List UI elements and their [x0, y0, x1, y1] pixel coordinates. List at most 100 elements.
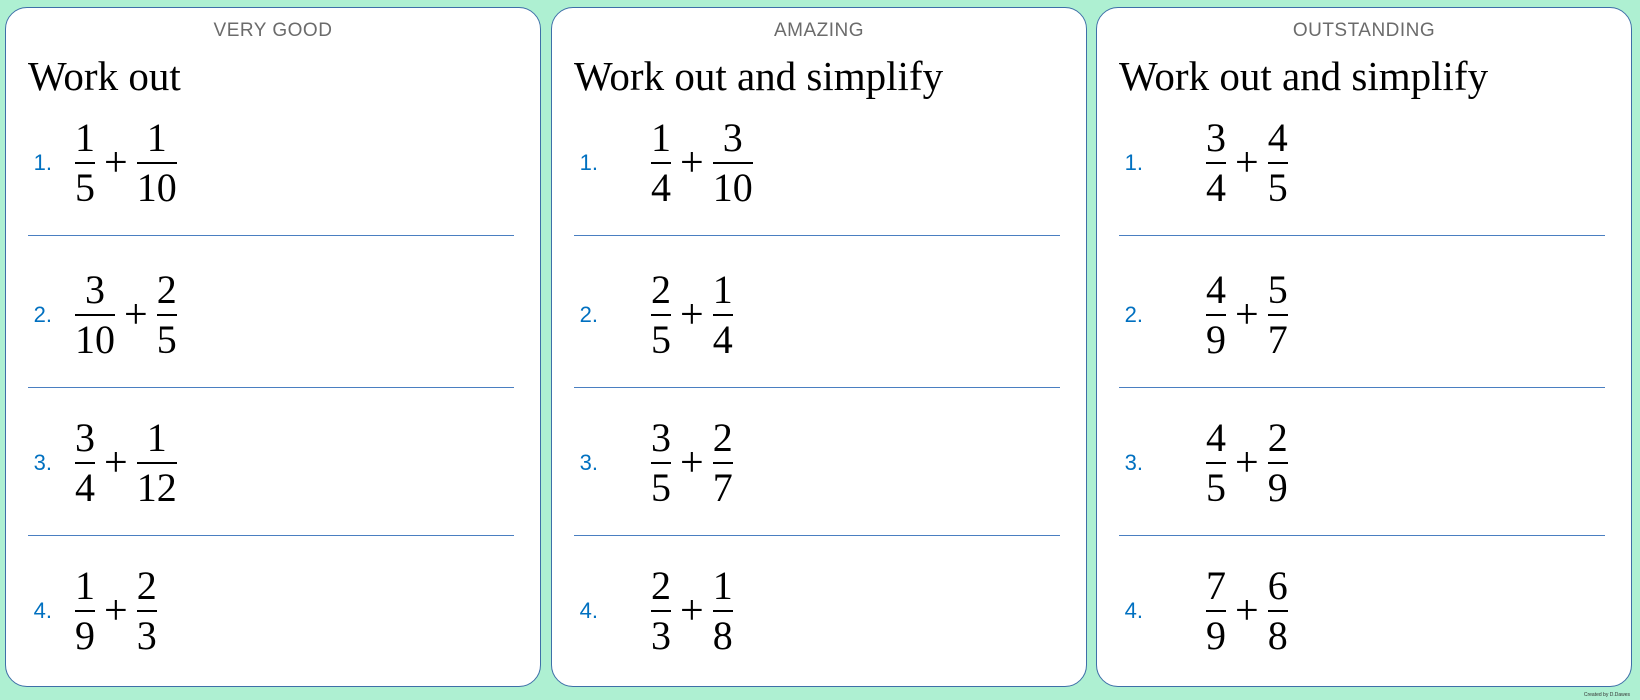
numerator: 3 [75, 415, 95, 460]
denominator: 3 [136, 613, 157, 658]
fraction-bar [75, 610, 95, 612]
fraction-bar [1267, 314, 1288, 316]
fraction-expression: 2 5 +1 4 [648, 268, 736, 362]
question-number: 3. [1124, 450, 1143, 475]
denominator: 8 [1267, 613, 1288, 658]
fraction: 1 12 [134, 416, 180, 510]
fraction-bar [651, 162, 671, 164]
question-number: 2. [579, 302, 598, 327]
plus-operator: + [680, 292, 704, 338]
divider-line [1119, 235, 1605, 236]
difficulty-level: OUTSTANDING [1292, 20, 1436, 41]
plus-operator: + [1235, 292, 1259, 338]
numerator: 2 [136, 563, 157, 608]
fraction: 3 10 [72, 268, 118, 362]
plus-operator: + [104, 140, 128, 186]
denominator: 5 [1206, 465, 1226, 510]
denominator: 9 [75, 613, 95, 658]
question-item: 1. 1 5 +1 10 [6, 108, 540, 218]
divider-line [1119, 387, 1605, 388]
question-item: 2. 4 9 +5 7 [1097, 260, 1631, 370]
fraction-bar [75, 462, 95, 464]
question-number: 4. [1124, 598, 1143, 623]
denominator: 5 [651, 465, 671, 510]
fraction-expression: 1 9 +2 3 [72, 564, 160, 658]
numerator: 4 [1206, 415, 1226, 460]
numerator: 3 [722, 115, 743, 160]
question-number: 3. [579, 450, 598, 475]
question-number: 3. [33, 450, 52, 475]
difficulty-level: AMAZING [773, 20, 865, 41]
divider-line [1119, 535, 1605, 536]
plus-operator: + [1235, 140, 1259, 186]
numerator: 3 [1206, 115, 1226, 160]
denominator: 5 [75, 165, 95, 210]
fraction-bar [651, 314, 671, 316]
numerator: 1 [146, 415, 167, 460]
question-number: 1. [1124, 150, 1143, 175]
fraction-bar [75, 162, 95, 164]
denominator: 5 [156, 317, 177, 362]
denominator: 4 [651, 165, 671, 210]
question-number: 4. [579, 598, 598, 623]
denominator: 8 [712, 613, 733, 658]
question-number: 2. [1124, 302, 1143, 327]
fraction-expression: 3 5 +2 7 [648, 416, 736, 510]
divider-line [28, 387, 514, 388]
question-number: 1. [33, 150, 52, 175]
credit-text: Created by D.Dawes [1583, 692, 1630, 698]
denominator: 5 [651, 317, 671, 362]
question-item: 4. 2 3 +1 8 [552, 556, 1086, 666]
fraction-expression: 4 5 +2 9 [1203, 416, 1291, 510]
numerator: 3 [651, 415, 671, 460]
denominator: 10 [712, 165, 753, 210]
denominator: 7 [712, 465, 733, 510]
denominator: 9 [1206, 317, 1226, 362]
denominator: 10 [75, 317, 115, 362]
question-item: 1. 3 4 +4 5 [1097, 108, 1631, 218]
question-item: 3. 3 5 +2 7 [552, 408, 1086, 518]
denominator: 4 [712, 317, 733, 362]
instruction-title: Work out and simplify [574, 53, 944, 99]
denominator: 9 [1206, 613, 1226, 658]
fraction-bar [156, 314, 177, 316]
numerator: 2 [651, 267, 671, 312]
question-item: 2. 2 5 +1 4 [552, 260, 1086, 370]
plus-operator: + [124, 292, 148, 338]
fraction-bar [712, 462, 733, 464]
numerator: 1 [712, 563, 733, 608]
numerator: 5 [1267, 267, 1288, 312]
instruction-title: Work out and simplify [1119, 53, 1489, 99]
denominator: 7 [1267, 317, 1288, 362]
fraction-bar [1267, 162, 1288, 164]
question-item: 1. 1 4 +3 10 [552, 108, 1086, 218]
worksheet-card: OUTSTANDING Work out and simplify 1. 3 4 +… [1096, 7, 1632, 687]
fraction-bar [75, 314, 115, 316]
plus-operator: + [680, 140, 704, 186]
question-number: 4. [33, 598, 52, 623]
question-item: 2. 3 10 +2 5 [6, 260, 540, 370]
numerator: 3 [85, 267, 105, 312]
denominator: 4 [75, 465, 95, 510]
numerator: 2 [651, 563, 671, 608]
plus-operator: + [104, 440, 128, 486]
denominator: 9 [1267, 465, 1288, 510]
instruction-title: Work out [28, 53, 181, 99]
question-item: 4. 1 9 +2 3 [6, 556, 540, 666]
fraction-bar [136, 462, 177, 464]
fraction-expression: 4 9 +5 7 [1203, 268, 1291, 362]
numerator: 4 [1267, 115, 1288, 160]
fraction-expression: 7 9 +6 8 [1203, 564, 1291, 658]
fraction-expression: 3 4 +1 12 [72, 416, 180, 510]
fraction-bar [1206, 314, 1226, 316]
fraction-bar [136, 162, 177, 164]
